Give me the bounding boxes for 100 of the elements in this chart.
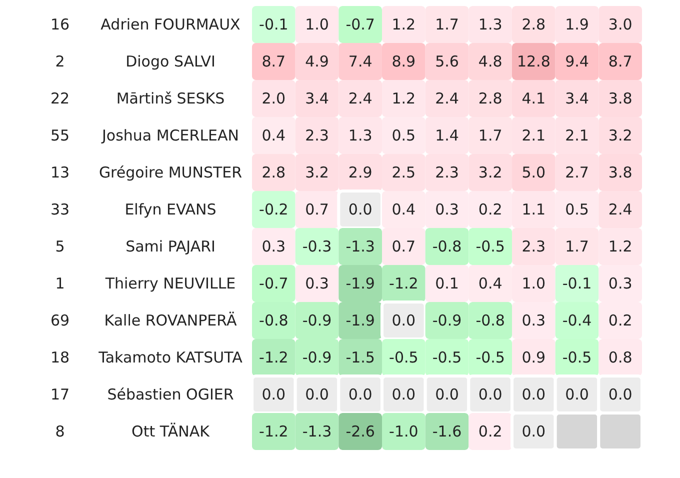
data-label: -0.2 bbox=[259, 200, 288, 218]
data-label: 1.0 bbox=[305, 16, 329, 34]
data-label: 0.4 bbox=[478, 274, 502, 292]
data-label: 1.3 bbox=[478, 16, 502, 34]
y-tick-label: Mārtinš SESKS bbox=[116, 90, 225, 108]
data-label: 0.0 bbox=[348, 386, 372, 404]
data-label: 0.3 bbox=[305, 274, 329, 292]
data-label: 0.3 bbox=[435, 200, 459, 218]
data-label: 1.2 bbox=[608, 238, 632, 256]
data-label: 1.2 bbox=[392, 16, 416, 34]
y-tick-label: Takamoto KATSUTA bbox=[98, 348, 244, 366]
y2-tick-label: 13 bbox=[50, 164, 70, 182]
y-tick-label: Ott TÄNAK bbox=[132, 422, 211, 440]
y-tick-label: Sébastien OGIER bbox=[107, 386, 234, 404]
data-label: 0.2 bbox=[478, 200, 502, 218]
data-label: -1.9 bbox=[346, 274, 375, 292]
data-label: 0.0 bbox=[435, 386, 459, 404]
data-label: 0.0 bbox=[305, 386, 329, 404]
data-label: 0.0 bbox=[262, 386, 286, 404]
data-label: 0.3 bbox=[262, 238, 286, 256]
y2-tick-label: 33 bbox=[50, 200, 70, 218]
data-label: 9.4 bbox=[565, 52, 589, 70]
y-tick-label: Sami PAJARI bbox=[126, 238, 216, 256]
data-label: 2.8 bbox=[478, 90, 502, 108]
data-label: 0.0 bbox=[565, 386, 589, 404]
data-label: 0.1 bbox=[435, 274, 459, 292]
data-label: -0.9 bbox=[432, 312, 462, 330]
data-label: 0.5 bbox=[565, 200, 589, 218]
data-label: -0.5 bbox=[432, 348, 462, 366]
data-label: -0.3 bbox=[302, 238, 332, 256]
data-label: 1.1 bbox=[522, 200, 546, 218]
data-label: -1.3 bbox=[302, 422, 332, 440]
data-label: 7.4 bbox=[348, 52, 372, 70]
y-tick-label: Kalle ROVANPERÄ bbox=[104, 312, 238, 330]
data-label: 0.0 bbox=[522, 386, 546, 404]
data-label: 2.3 bbox=[435, 164, 459, 182]
data-label: 0.0 bbox=[392, 386, 416, 404]
y2-tick-label: 5 bbox=[55, 238, 65, 256]
data-label: 0.4 bbox=[262, 126, 286, 144]
data-label: 2.0 bbox=[262, 90, 286, 108]
data-label: 8.7 bbox=[262, 52, 286, 70]
y2-tick-label: 17 bbox=[50, 386, 70, 404]
y-tick-label: Grégoire MUNSTER bbox=[98, 164, 242, 182]
data-label: 1.2 bbox=[392, 90, 416, 108]
data-label: -0.7 bbox=[346, 16, 375, 34]
y-tick-label: Elfyn EVANS bbox=[124, 200, 216, 218]
data-label: -1.0 bbox=[389, 422, 418, 440]
data-label: 1.9 bbox=[565, 16, 589, 34]
y2-tick-label: 16 bbox=[50, 16, 70, 34]
data-label: 0.0 bbox=[478, 386, 502, 404]
data-label: 1.3 bbox=[348, 126, 372, 144]
data-label: -1.6 bbox=[432, 422, 462, 440]
data-label: 3.4 bbox=[305, 90, 329, 108]
data-label: 4.8 bbox=[478, 52, 502, 70]
data-label: -1.2 bbox=[259, 422, 288, 440]
data-label: 1.7 bbox=[565, 238, 589, 256]
data-label: -2.6 bbox=[346, 422, 375, 440]
y2-tick-label: 1 bbox=[55, 274, 65, 292]
data-label: -0.1 bbox=[259, 16, 288, 34]
data-label: -0.9 bbox=[302, 348, 332, 366]
data-label: 0.7 bbox=[392, 238, 416, 256]
data-label: -1.3 bbox=[346, 238, 375, 256]
data-label: 3.0 bbox=[608, 16, 632, 34]
data-label: -0.5 bbox=[476, 348, 505, 366]
data-label: 3.8 bbox=[608, 164, 632, 182]
data-label: 2.4 bbox=[608, 200, 632, 218]
data-label: 0.9 bbox=[522, 348, 546, 366]
data-label: -0.4 bbox=[562, 312, 592, 330]
data-label: -0.7 bbox=[259, 274, 288, 292]
data-label: 2.3 bbox=[522, 238, 546, 256]
data-label: 2.7 bbox=[565, 164, 589, 182]
data-label: 3.2 bbox=[305, 164, 329, 182]
data-label: 0.5 bbox=[392, 126, 416, 144]
data-label: -1.9 bbox=[346, 312, 375, 330]
data-label: 0.3 bbox=[608, 274, 632, 292]
data-label: 4.9 bbox=[305, 52, 329, 70]
y-tick-label: Thierry NEUVILLE bbox=[104, 274, 236, 292]
data-label: 0.0 bbox=[522, 422, 546, 440]
data-label: -0.8 bbox=[432, 238, 462, 256]
y-tick-label: Adrien FOURMAUX bbox=[100, 16, 240, 34]
y2-tick-label: 18 bbox=[50, 348, 70, 366]
data-label: 8.9 bbox=[392, 52, 416, 70]
data-label: 0.8 bbox=[608, 348, 632, 366]
data-label: 1.0 bbox=[522, 274, 546, 292]
data-label: -0.5 bbox=[562, 348, 592, 366]
y2-tick-label: 69 bbox=[50, 312, 70, 330]
data-label: 0.4 bbox=[392, 200, 416, 218]
data-label: 5.6 bbox=[435, 52, 459, 70]
data-label: 0.0 bbox=[348, 200, 372, 218]
data-label: 2.4 bbox=[348, 90, 372, 108]
y2-tick-label: 2 bbox=[55, 52, 65, 70]
data-label: 1.4 bbox=[435, 126, 459, 144]
data-label: -1.2 bbox=[389, 274, 418, 292]
data-label: 3.2 bbox=[478, 164, 502, 182]
y2-tick-label: 8 bbox=[55, 422, 65, 440]
data-label: -1.2 bbox=[259, 348, 288, 366]
data-label: -1.5 bbox=[346, 348, 375, 366]
data-label: 2.1 bbox=[522, 126, 546, 144]
data-label: 3.2 bbox=[608, 126, 632, 144]
data-label: 8.7 bbox=[608, 52, 632, 70]
